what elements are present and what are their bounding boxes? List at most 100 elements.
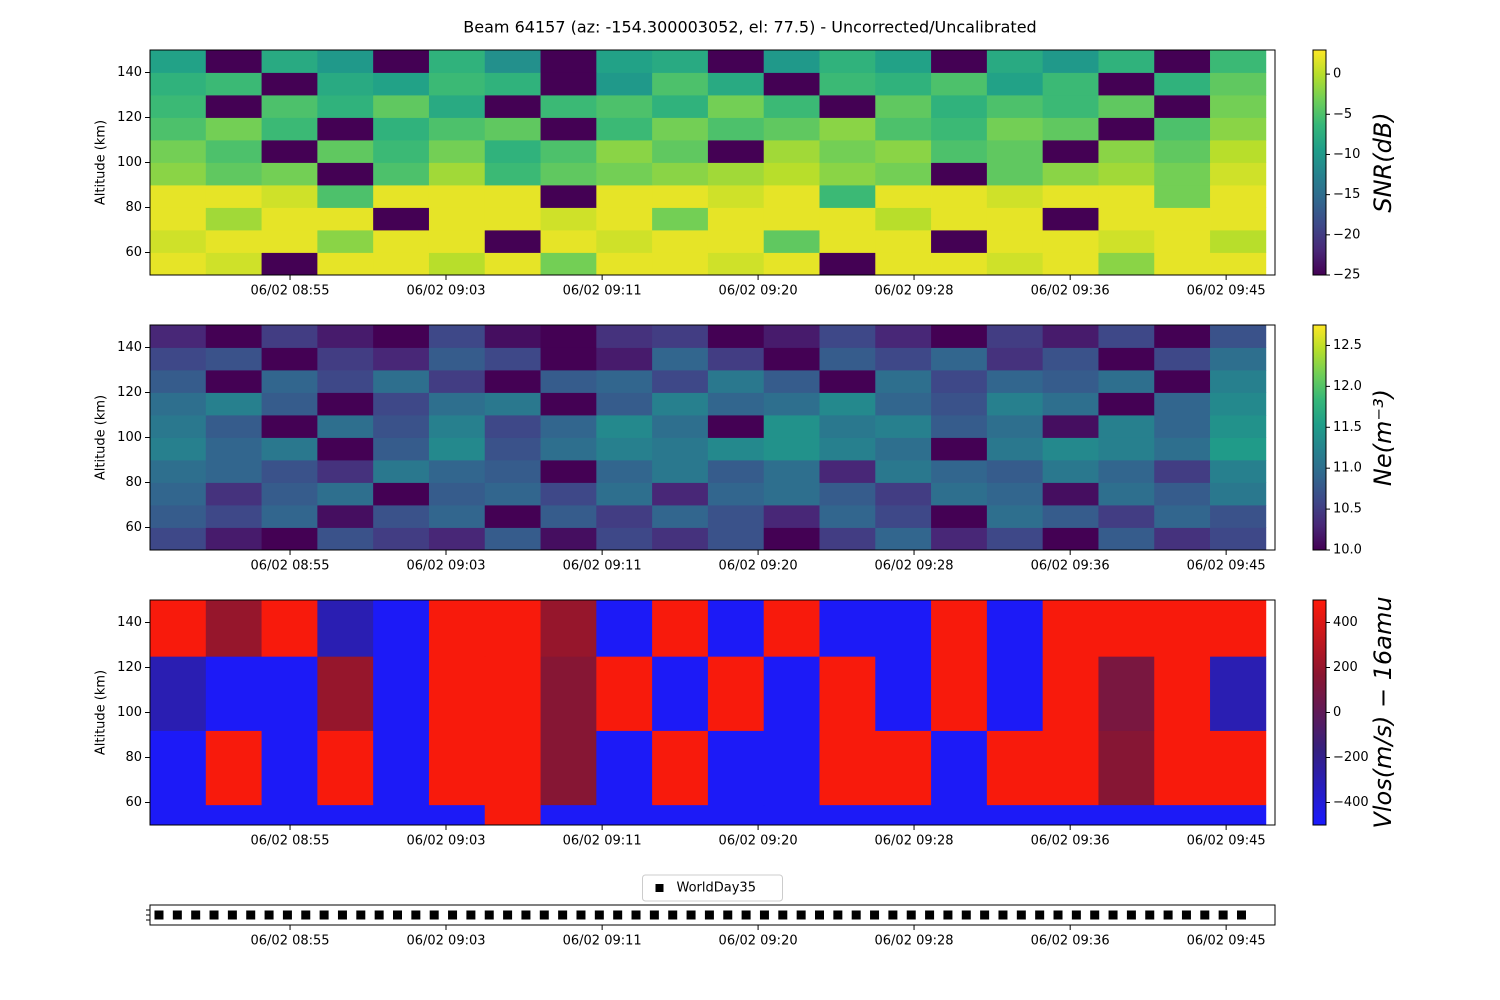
heatmap-cell: [317, 117, 374, 141]
heatmap-cell: [373, 600, 430, 657]
y-tick-label: 100: [117, 430, 142, 445]
heatmap-cell: [1154, 460, 1211, 483]
heatmap-cell: [819, 600, 876, 657]
heatmap-cell: [763, 730, 820, 806]
heatmap-cell: [1042, 370, 1099, 393]
x-tick-label: 06/02 08:55: [251, 934, 330, 949]
heatmap-cell: [707, 140, 765, 163]
x-tick-label: 06/02 09:03: [406, 559, 485, 574]
heatmap-cell: [819, 95, 876, 118]
heatmap-cell: [1098, 230, 1155, 253]
heatmap-cell: [652, 72, 709, 96]
heatmap-cell: [1154, 804, 1211, 826]
heatmap-cell: [261, 437, 318, 461]
heatmap-cell: [819, 730, 876, 806]
heatmap-cell: [150, 252, 207, 276]
colorbar-tick-label: 10.0: [1333, 543, 1362, 558]
marker: [319, 910, 329, 920]
heatmap-cell: [986, 505, 1044, 528]
heatmap-cell: [317, 162, 374, 186]
heatmap-cell: [707, 50, 765, 73]
marker: [998, 910, 1008, 920]
heatmap-cell: [205, 804, 262, 826]
heatmap-cell: [763, 230, 820, 253]
colorbar: [1312, 49, 1327, 276]
heatmap-cell: [261, 185, 318, 208]
heatmap-cell: [1098, 252, 1155, 276]
heatmap-cell: [540, 117, 597, 141]
heatmap-cell: [596, 392, 653, 416]
heatmap-cell: [986, 370, 1044, 393]
x-tick-label: 06/02 09:36: [1031, 834, 1110, 849]
heatmap-cell: [986, 252, 1044, 276]
marker: [888, 910, 898, 920]
heatmap-cell: [1154, 252, 1211, 276]
heatmap-cell: [1098, 415, 1155, 438]
colorbar-label: Ne(m⁻³): [1369, 389, 1397, 486]
heatmap-cell: [707, 230, 765, 253]
heatmap-cell: [261, 392, 318, 416]
heatmap-cell: [763, 347, 820, 371]
marker: [925, 910, 935, 920]
heatmap-cell: [596, 656, 653, 731]
heatmap-cell: [373, 437, 430, 461]
heatmap-cell: [652, 325, 709, 348]
heatmap-cell: [1098, 117, 1155, 141]
colorbar-tick-label: −15: [1333, 187, 1360, 202]
heatmap-cell: [428, 185, 486, 208]
marker: [1090, 910, 1100, 920]
heatmap-cell: [1042, 230, 1099, 253]
heatmap-cell: [931, 185, 988, 208]
heatmap-cell: [819, 325, 876, 348]
heatmap-cell: [1154, 392, 1211, 416]
heatmap-cell: [373, 140, 430, 163]
heatmap-cell: [428, 804, 486, 826]
heatmap-cell: [1042, 50, 1099, 73]
heatmap-cell: [150, 600, 207, 657]
heatmap-cell: [875, 392, 932, 416]
heatmap-cell: [1154, 505, 1211, 528]
heatmap-cell: [484, 730, 541, 806]
heatmap-cell: [707, 117, 765, 141]
heatmap-cell: [428, 72, 486, 96]
colorbar-tick-label: −10: [1333, 147, 1360, 162]
heatmap: [150, 600, 1267, 826]
heatmap-cell: [540, 230, 597, 253]
heatmap-cell: [1210, 50, 1267, 73]
x-tick-label: 06/02 09:36: [1031, 559, 1110, 574]
heatmap-cell: [484, 482, 541, 506]
heatmap-cell: [1210, 370, 1267, 393]
heatmap-cell: [1098, 347, 1155, 371]
heatmap-cell: [428, 95, 486, 118]
heatmap-cell: [1098, 162, 1155, 186]
heatmap-cell: [652, 437, 709, 461]
heatmap-cell: [763, 392, 820, 416]
heatmap-cell: [596, 505, 653, 528]
heatmap-cell: [1154, 50, 1211, 73]
heatmap-cell: [540, 415, 597, 438]
heatmap-cell: [931, 482, 988, 506]
heatmap-cell: [150, 656, 207, 731]
heatmap-cell: [763, 505, 820, 528]
marker: [594, 910, 604, 920]
heatmap-cell: [931, 347, 988, 371]
heatmap-cell: [373, 415, 430, 438]
heatmap-cell: [150, 185, 207, 208]
heatmap-cell: [317, 415, 374, 438]
y-tick-label: 60: [125, 520, 142, 535]
heatmap-cell: [373, 207, 430, 231]
heatmap-cell: [763, 140, 820, 163]
heatmap-cell: [763, 600, 820, 657]
heatmap-cell: [931, 117, 988, 141]
x-tick-label: 06/02 09:45: [1187, 559, 1266, 574]
heatmap-cell: [317, 140, 374, 163]
heatmap-cell: [707, 325, 765, 348]
heatmap-cell: [1210, 162, 1267, 186]
marker: [1145, 910, 1155, 920]
y-tick-label: 60: [125, 795, 142, 810]
heatmap-cell: [484, 347, 541, 371]
heatmap-cell: [1098, 325, 1155, 348]
heatmap-cell: [484, 460, 541, 483]
heatmap-cell: [540, 804, 597, 826]
